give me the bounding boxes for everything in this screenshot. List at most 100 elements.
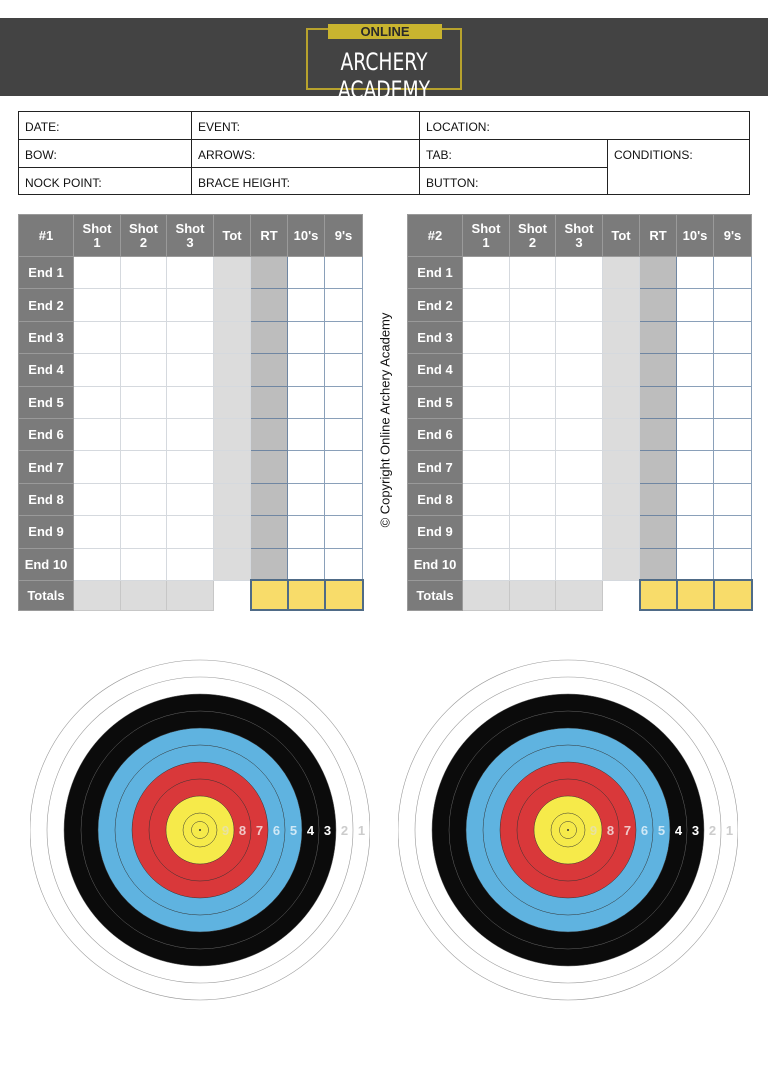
event-field[interactable]: EVENT:	[192, 112, 420, 140]
shot-total-cell[interactable]	[120, 579, 167, 611]
end-total-cell[interactable]	[602, 320, 640, 355]
shot-cell[interactable]	[555, 547, 603, 581]
running-total-cell[interactable]	[639, 320, 677, 355]
tens-cell[interactable]	[287, 255, 325, 290]
shot-cell[interactable]	[73, 255, 121, 290]
end-total-cell[interactable]	[213, 320, 251, 355]
shot-cell[interactable]	[166, 385, 214, 419]
tens-cell[interactable]	[676, 515, 714, 549]
shot-cell[interactable]	[73, 385, 121, 419]
nines-cell[interactable]	[713, 255, 752, 290]
shot-cell[interactable]	[120, 417, 167, 452]
nines-cell[interactable]	[324, 547, 363, 581]
shot-cell[interactable]	[120, 353, 167, 387]
shot-cell[interactable]	[120, 482, 167, 517]
running-total-cell[interactable]	[250, 353, 288, 387]
running-total-cell[interactable]	[250, 417, 288, 452]
shot-cell[interactable]	[462, 450, 510, 484]
shot-cell[interactable]	[120, 515, 167, 549]
nines-cell[interactable]	[324, 450, 363, 484]
brace-height-field[interactable]: BRACE HEIGHT:	[192, 168, 420, 194]
tens-cell[interactable]	[287, 515, 325, 549]
nines-cell[interactable]	[713, 547, 752, 581]
running-total-cell[interactable]	[250, 288, 288, 322]
nines-total-cell[interactable]	[712, 579, 753, 612]
arrows-field[interactable]: ARROWS:	[192, 140, 420, 168]
end-total-cell[interactable]	[602, 417, 640, 452]
tens-total-cell[interactable]	[286, 579, 326, 612]
shot-cell[interactable]	[462, 482, 510, 517]
grand-total-cell[interactable]	[638, 579, 678, 612]
date-field[interactable]: DATE:	[19, 112, 192, 140]
tens-cell[interactable]	[287, 450, 325, 484]
button-field[interactable]: BUTTON:	[420, 168, 608, 194]
running-total-cell[interactable]	[639, 515, 677, 549]
shot-cell[interactable]	[120, 320, 167, 355]
running-total-cell[interactable]	[250, 515, 288, 549]
shot-total-cell[interactable]	[166, 579, 214, 611]
running-total-cell[interactable]	[250, 320, 288, 355]
shot-cell[interactable]	[462, 353, 510, 387]
nock-point-field[interactable]: NOCK POINT:	[19, 168, 192, 194]
end-total-cell[interactable]	[213, 385, 251, 419]
tens-cell[interactable]	[287, 385, 325, 419]
grand-total-cell[interactable]	[249, 579, 289, 612]
shot-cell[interactable]	[73, 515, 121, 549]
tens-cell[interactable]	[287, 482, 325, 517]
end-total-cell[interactable]	[213, 515, 251, 549]
end-total-cell[interactable]	[213, 353, 251, 387]
shot-cell[interactable]	[166, 417, 214, 452]
end-total-cell[interactable]	[602, 547, 640, 581]
shot-cell[interactable]	[166, 288, 214, 322]
end-total-cell[interactable]	[602, 353, 640, 387]
shot-cell[interactable]	[462, 255, 510, 290]
end-total-cell[interactable]	[602, 255, 640, 290]
running-total-cell[interactable]	[250, 385, 288, 419]
shot-cell[interactable]	[120, 288, 167, 322]
shot-cell[interactable]	[462, 547, 510, 581]
shot-cell[interactable]	[509, 417, 556, 452]
shot-cell[interactable]	[555, 450, 603, 484]
shot-cell[interactable]	[509, 385, 556, 419]
shot-cell[interactable]	[73, 288, 121, 322]
shot-cell[interactable]	[509, 482, 556, 517]
end-total-cell[interactable]	[602, 450, 640, 484]
end-total-cell[interactable]	[602, 288, 640, 322]
end-total-cell[interactable]	[602, 482, 640, 517]
shot-cell[interactable]	[509, 255, 556, 290]
running-total-cell[interactable]	[639, 353, 677, 387]
nines-cell[interactable]	[324, 255, 363, 290]
running-total-cell[interactable]	[250, 482, 288, 517]
shot-cell[interactable]	[462, 320, 510, 355]
shot-cell[interactable]	[462, 288, 510, 322]
shot-cell[interactable]	[555, 482, 603, 517]
shot-cell[interactable]	[555, 320, 603, 355]
tens-total-cell[interactable]	[675, 579, 715, 612]
end-total-cell[interactable]	[213, 547, 251, 581]
tab-field[interactable]: TAB:	[420, 140, 608, 168]
nines-cell[interactable]	[324, 288, 363, 322]
nines-cell[interactable]	[713, 353, 752, 387]
end-total-cell[interactable]	[213, 417, 251, 452]
nines-cell[interactable]	[324, 320, 363, 355]
end-total-cell[interactable]	[602, 515, 640, 549]
tens-cell[interactable]	[676, 482, 714, 517]
shot-cell[interactable]	[73, 482, 121, 517]
shot-cell[interactable]	[120, 450, 167, 484]
tens-cell[interactable]	[676, 417, 714, 452]
tens-cell[interactable]	[287, 547, 325, 581]
running-total-cell[interactable]	[639, 450, 677, 484]
end-total-cell[interactable]	[213, 255, 251, 290]
shot-cell[interactable]	[120, 547, 167, 581]
tens-cell[interactable]	[676, 450, 714, 484]
shot-total-cell[interactable]	[462, 579, 510, 611]
shot-cell[interactable]	[509, 515, 556, 549]
shot-total-cell[interactable]	[73, 579, 121, 611]
shot-cell[interactable]	[555, 288, 603, 322]
tens-cell[interactable]	[676, 288, 714, 322]
shot-cell[interactable]	[73, 320, 121, 355]
running-total-cell[interactable]	[250, 255, 288, 290]
shot-cell[interactable]	[462, 385, 510, 419]
running-total-cell[interactable]	[250, 450, 288, 484]
shot-cell[interactable]	[73, 450, 121, 484]
